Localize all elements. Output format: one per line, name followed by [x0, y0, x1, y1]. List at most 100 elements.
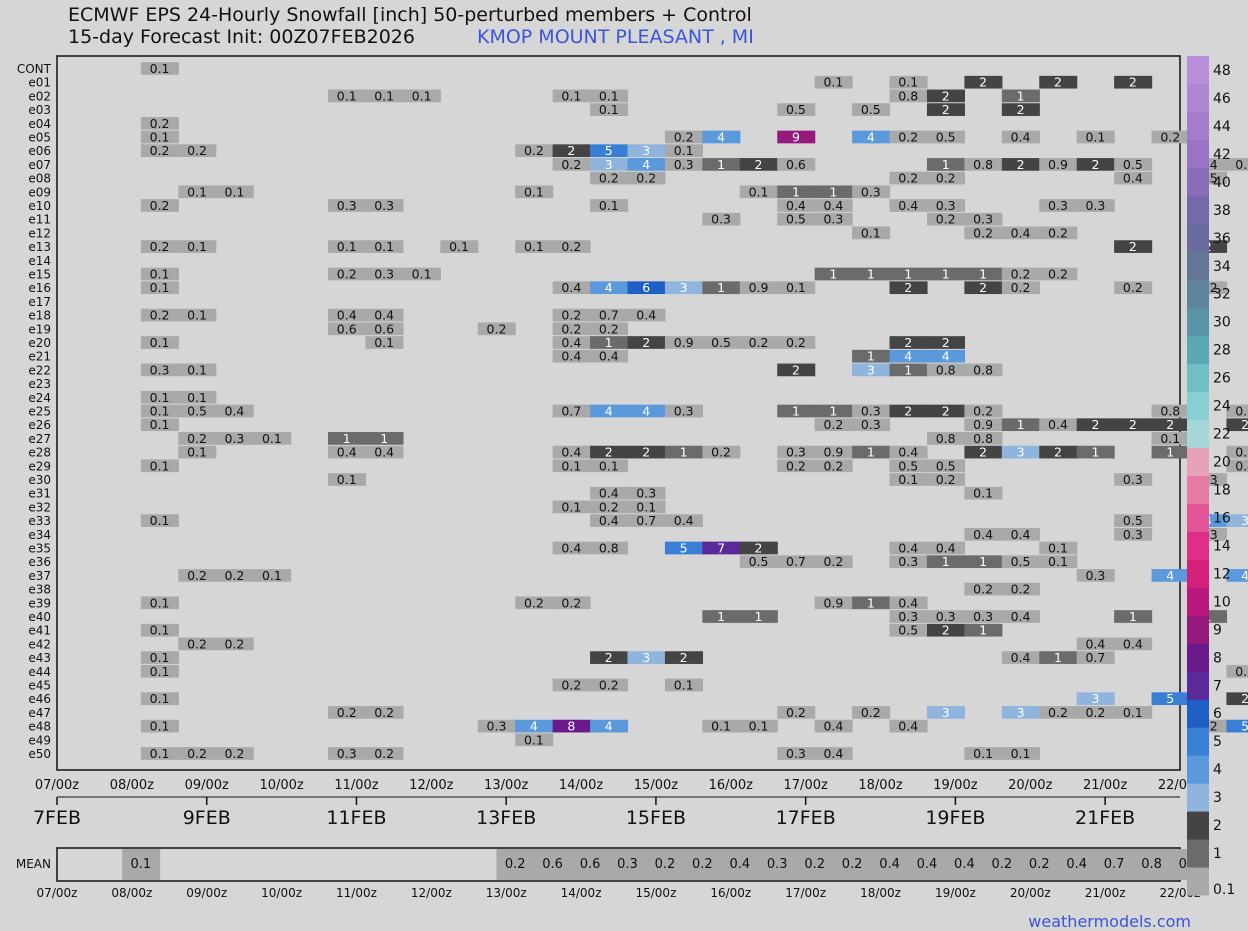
cell-e36-19	[777, 555, 816, 569]
cell-value-e25-3: 0.5	[187, 404, 207, 419]
date-tick-2: 11FEB	[326, 807, 386, 829]
date-tick-7: 21FEB	[1075, 807, 1135, 829]
cell-e11-19	[777, 212, 816, 226]
credit-link[interactable]: weathermodels.com	[1028, 912, 1191, 931]
colorbar-tick-2: 2	[1213, 818, 1222, 834]
cell-e06-13	[552, 144, 591, 158]
cell-e36-22	[889, 555, 928, 569]
colorbar-segment-9	[1187, 615, 1209, 644]
cell-value-e28-21: 1	[867, 445, 875, 460]
cell-e03-21	[852, 103, 891, 116]
cell-value-e07-18: 2	[755, 157, 763, 172]
cell-e10-19	[777, 199, 816, 212]
cell-value-e40-23: 0.3	[936, 609, 956, 624]
cell-value-e39-20: 0.9	[823, 595, 843, 610]
cell-value-e50-20: 0.4	[823, 746, 843, 761]
cell-value-e18-8: 0.4	[374, 308, 394, 323]
cell-value-e07-24: 0.8	[973, 157, 993, 172]
row-label-e17: e17	[28, 295, 51, 309]
cell-e39-13	[552, 596, 591, 610]
cell-value-e40-25: 0.4	[1011, 609, 1031, 624]
cell-value-e28-29: 1	[1166, 445, 1174, 460]
colorbar-tick-7: 7	[1213, 678, 1222, 694]
cell-value-e30-28: 0.3	[1123, 472, 1143, 487]
cell-e26-2	[140, 418, 179, 432]
colorbar-segment-25	[1187, 167, 1209, 197]
cell-e30-28	[1114, 473, 1153, 486]
cell-e04-2	[140, 116, 179, 130]
cell-e10-26	[1039, 199, 1078, 212]
colorbar-tick-14: 18	[1213, 482, 1231, 498]
cell-e26-26	[1039, 418, 1078, 432]
cell-e29-22	[889, 459, 928, 473]
cell-value-e09-21: 0.3	[861, 184, 881, 199]
cell-e05-19	[777, 130, 816, 144]
colorbar-tick-12: 14	[1213, 538, 1231, 554]
colorbar-tick-23: 36	[1213, 231, 1231, 247]
cell-value-e28-31: 0.1	[1235, 445, 1248, 460]
mean-value-24: 0.4	[954, 857, 975, 872]
cell-value-e27-7: 1	[343, 431, 351, 446]
mean-cell-13	[533, 849, 572, 880]
cell-value-e16-19: 0.1	[786, 280, 806, 295]
cell-value-e28-20: 0.9	[823, 445, 843, 460]
cell-e46-2	[140, 692, 179, 706]
cell-e28-3	[178, 445, 217, 459]
cell-e35-22	[889, 541, 928, 555]
cell-e28-21	[852, 445, 891, 459]
mean-cell-2	[122, 849, 161, 880]
cell-e15-20	[814, 267, 853, 281]
cell-e22-21	[852, 363, 891, 377]
cell-e36-25	[1001, 555, 1040, 569]
mean-time-tick-1: 08/00z	[111, 886, 152, 900]
mean-value-2: 0.1	[131, 857, 152, 872]
row-label-e45: e45	[28, 679, 51, 693]
cell-e49-12	[515, 733, 554, 747]
cell-e02-7	[328, 89, 367, 103]
cell-e25-19	[777, 404, 816, 418]
cell-e28-7	[328, 445, 367, 459]
cell-value-e22-23: 0.8	[936, 362, 956, 377]
cell-e15-9	[402, 267, 441, 281]
cell-e01-26	[1039, 75, 1078, 89]
cell-value-e20-22: 2	[904, 335, 912, 350]
mean-value-29: 0.8	[1141, 857, 1162, 872]
cell-value-e47-19: 0.2	[786, 705, 806, 720]
row-label-e25: e25	[28, 405, 51, 419]
cell-value-e50-24: 0.1	[973, 746, 993, 761]
cell-value-e05-27: 0.1	[1085, 130, 1105, 145]
cell-value-e09-3: 0.1	[187, 184, 207, 199]
cell-value-e07-14: 3	[605, 157, 613, 172]
cell-e43-26	[1039, 651, 1078, 664]
row-label-e02: e02	[28, 89, 51, 103]
mean-time-tick-8: 15/00z	[635, 886, 676, 900]
cell-e35-17	[702, 541, 741, 555]
cell-value-e25-2: 0.1	[150, 404, 170, 419]
cell-e07-25	[1001, 158, 1040, 171]
chart-title: ECMWF EPS 24-Hourly Snowfall [inch] 50-p…	[68, 4, 752, 26]
cell-value-e35-17: 7	[717, 541, 725, 556]
cell-value-e06-13: 2	[567, 143, 575, 158]
cell-value-e09-18: 0.1	[749, 184, 769, 199]
cell-e11-20	[814, 212, 853, 226]
cell-e26-31	[1226, 418, 1248, 432]
cell-value-e18-3: 0.1	[187, 308, 207, 323]
cell-value-e16-14: 4	[605, 280, 613, 295]
cell-value-e27-29: 0.1	[1160, 431, 1180, 446]
cell-value-e28-14: 2	[605, 445, 613, 460]
colorbar-segment-10	[1187, 587, 1209, 616]
cell-value-e48-22: 0.4	[898, 719, 918, 734]
row-label-CONT: CONT	[17, 62, 52, 76]
cell-value-e13-3: 0.1	[187, 239, 207, 254]
cell-value-e18-13: 0.2	[561, 308, 581, 323]
mean-time-tick-11: 18/00z	[860, 886, 901, 900]
cell-e21-22	[889, 349, 928, 363]
date-tick-1: 9FEB	[183, 807, 231, 829]
cell-e26-28	[1114, 418, 1153, 432]
cell-value-e15-26: 0.2	[1048, 267, 1068, 282]
cell-e35-13	[552, 541, 591, 555]
colorbar-tick-28: 46	[1213, 91, 1231, 107]
cell-e16-28	[1114, 281, 1153, 295]
colorbar-segment-12	[1187, 531, 1209, 560]
cell-value-e20-15: 2	[642, 335, 650, 350]
